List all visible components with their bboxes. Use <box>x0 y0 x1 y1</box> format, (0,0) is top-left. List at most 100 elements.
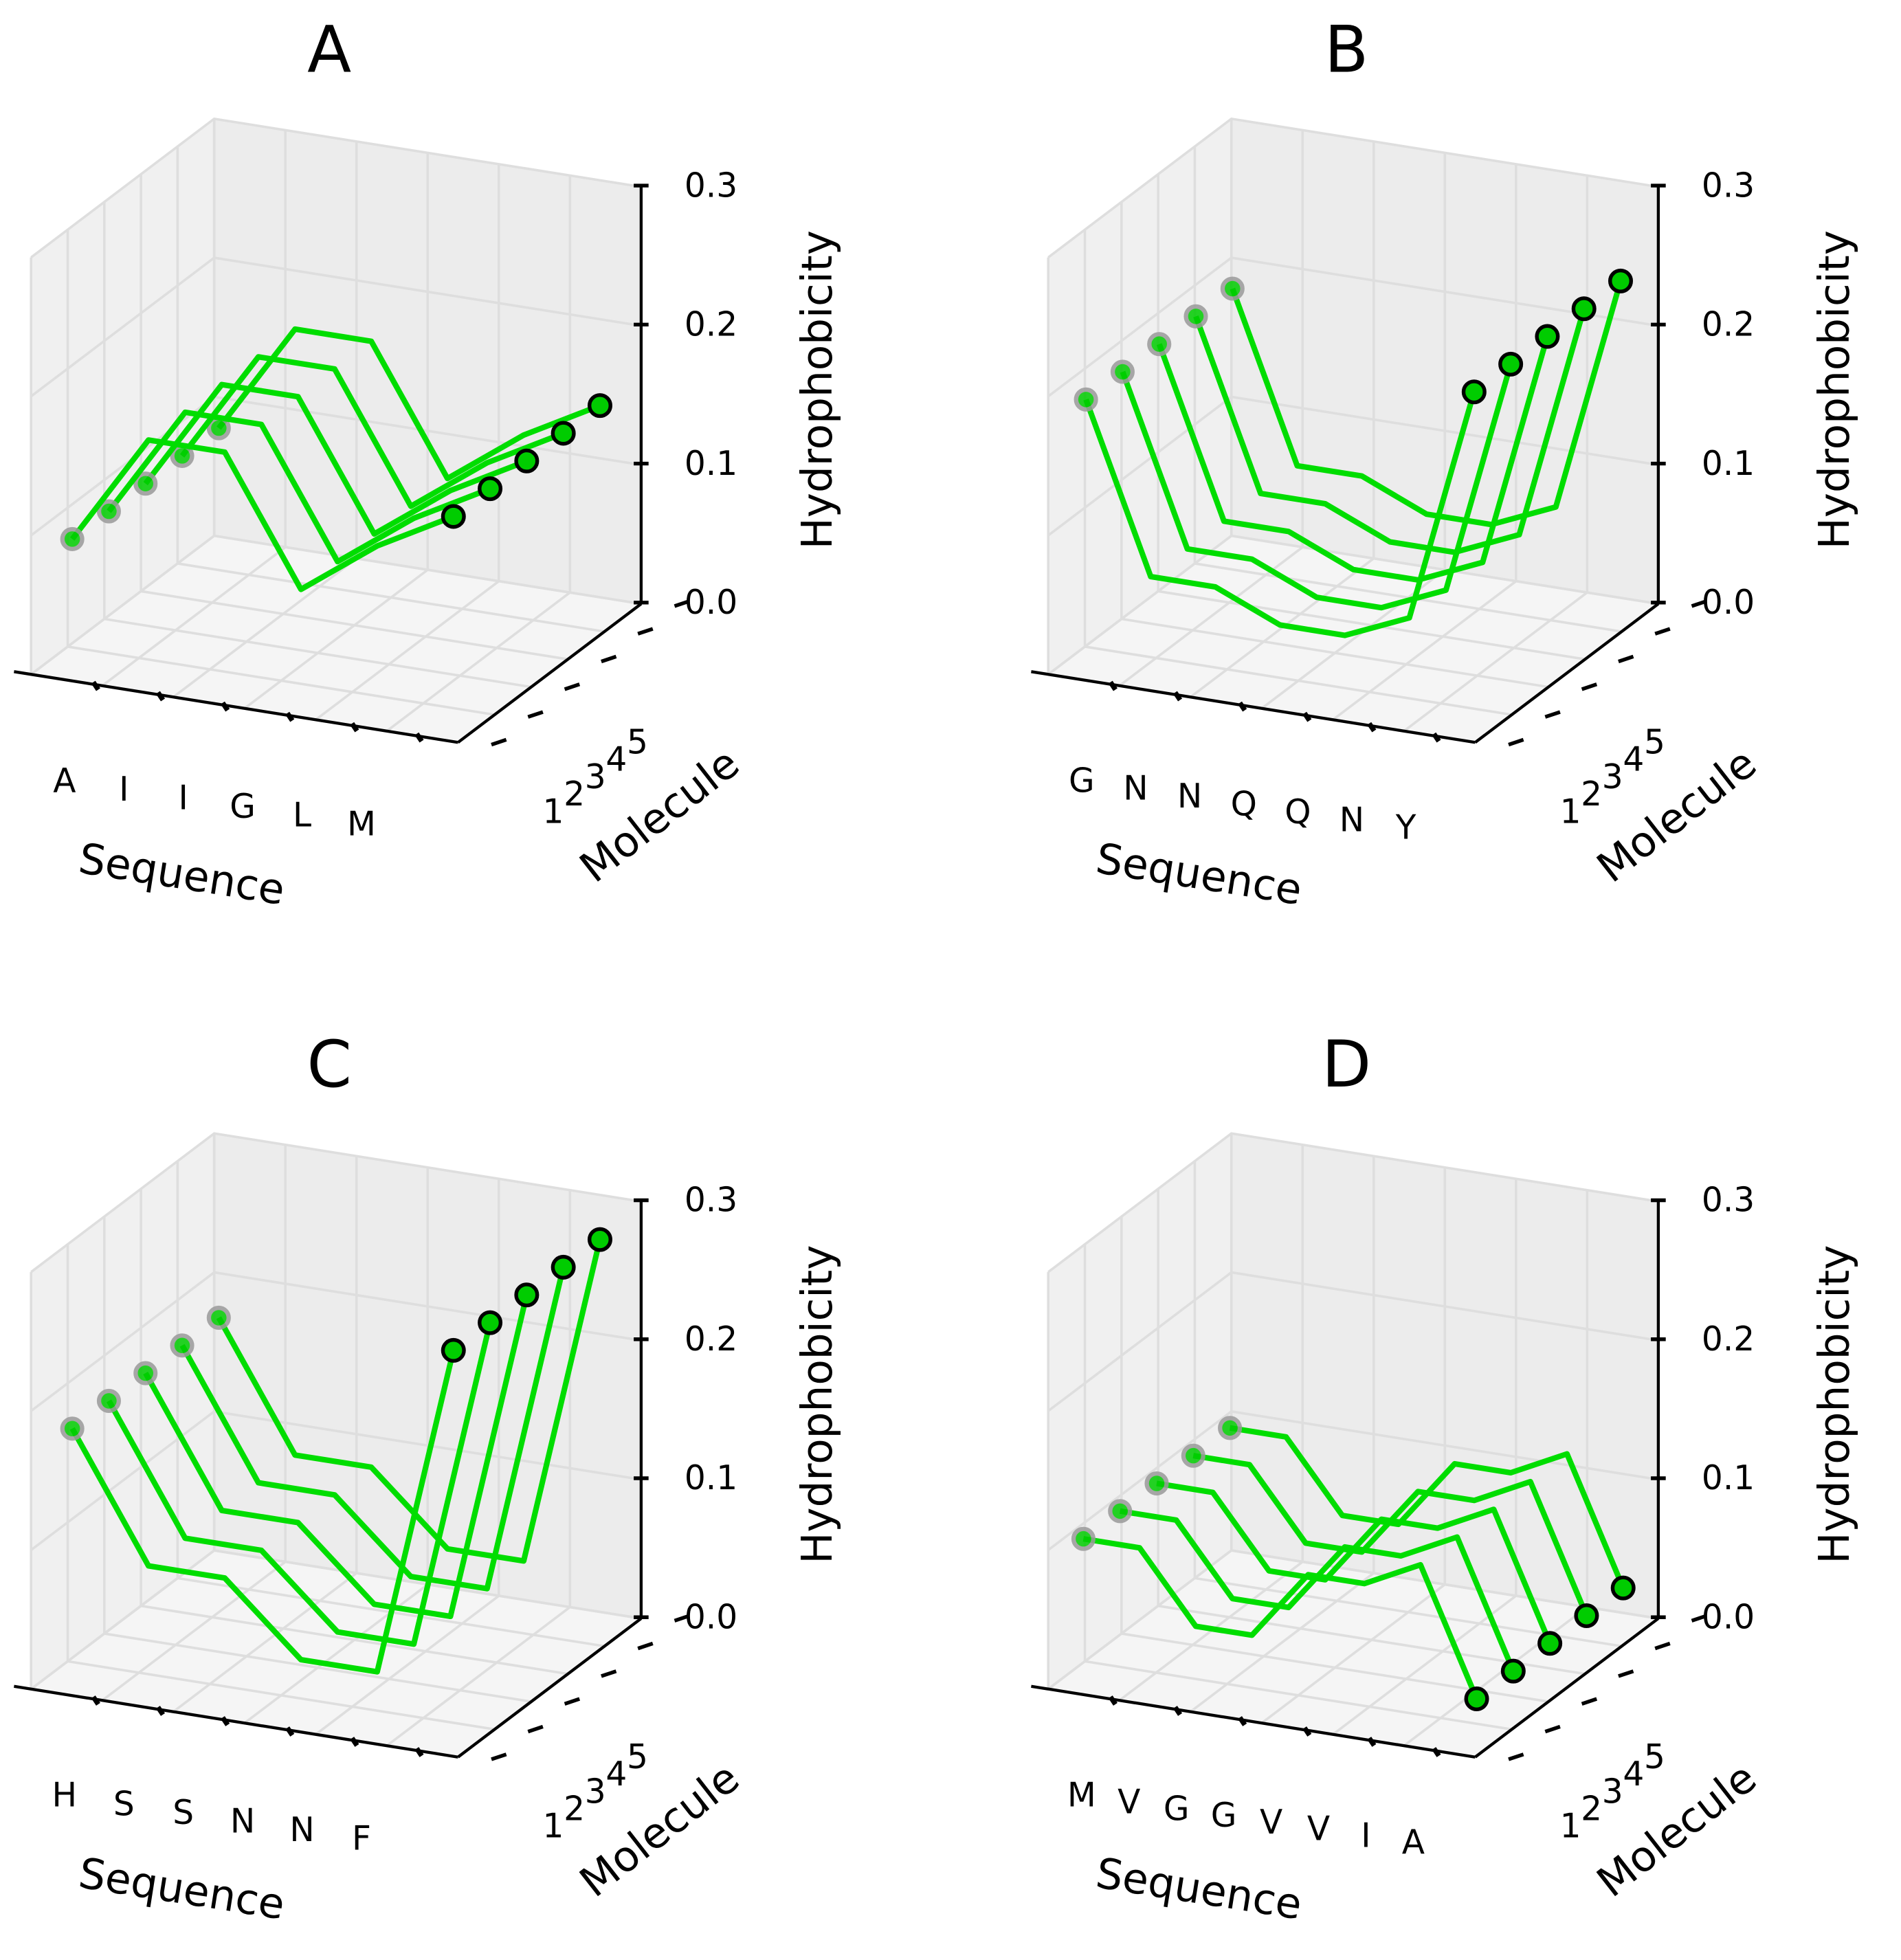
mol-tick <box>1618 1669 1634 1678</box>
start-marker-1 <box>1074 387 1098 412</box>
sequence-tick-label: S <box>113 1785 135 1823</box>
mol-tick <box>637 1641 654 1651</box>
start-marker-3 <box>1147 332 1172 357</box>
end-marker-2 <box>478 476 503 502</box>
series-line-5 <box>216 326 601 482</box>
start-marker-3 <box>133 1361 158 1385</box>
sequence-axis-label: Sequence <box>1093 834 1305 915</box>
panel-title: D <box>1322 1027 1371 1102</box>
sequence-tick-label: V <box>1260 1803 1282 1842</box>
end-marker-3 <box>514 1282 540 1308</box>
start-marker-2 <box>96 1388 121 1413</box>
end-marker-4 <box>1571 296 1597 322</box>
sequence-axis-label: Sequence <box>1093 1849 1305 1929</box>
molecule-tick-label: 2 <box>564 775 585 814</box>
series-line-1 <box>1083 391 1477 638</box>
start-marker-2 <box>1108 1499 1133 1524</box>
series-line-2 <box>107 409 491 565</box>
series-line-2 <box>106 1322 493 1647</box>
seq-tick <box>1237 1716 1247 1726</box>
mol-tick <box>601 1669 617 1678</box>
z-tick-label: 0.2 <box>685 306 737 344</box>
mol-tick <box>674 1614 690 1623</box>
grid-line-z <box>1047 117 1659 258</box>
seq-tick <box>155 691 166 702</box>
mol-tick <box>527 1724 544 1734</box>
series-line-4 <box>179 1266 566 1592</box>
end-marker-2 <box>478 1310 503 1335</box>
seq-tick <box>91 1695 100 1706</box>
grid-line-z <box>30 256 642 398</box>
sequence-axis <box>14 670 458 744</box>
grid-line-z <box>1047 1549 1659 1691</box>
left-pane <box>1048 1133 1232 1689</box>
start-marker-5 <box>206 1305 231 1330</box>
seq-tick <box>1237 701 1247 712</box>
sequence-tick-label: M <box>1067 1777 1096 1815</box>
start-marker-5 <box>1218 1416 1243 1440</box>
molecule-tick-label: 3 <box>585 758 606 797</box>
sequence-tick-label: Q <box>1285 793 1311 832</box>
molecule-tick-label: 5 <box>627 724 648 762</box>
sequence-tick-label: V <box>1307 1810 1330 1849</box>
z-tick-label: 0.0 <box>685 1598 737 1636</box>
hydrophobicity-axis-label: Hydrophobicity <box>1810 230 1859 549</box>
molecule-tick-label: 1 <box>1560 1807 1581 1846</box>
start-marker-5 <box>1220 276 1245 301</box>
mol-tick <box>1508 1752 1524 1761</box>
series-line-3 <box>143 381 528 537</box>
seq-tick <box>1432 732 1441 743</box>
mol-tick <box>1618 654 1634 664</box>
series-line-1 <box>1082 1536 1480 1700</box>
end-marker-5 <box>587 393 612 419</box>
end-marker-3 <box>1537 1631 1563 1656</box>
seq-tick <box>1367 1737 1377 1747</box>
z-tick-label: 0.2 <box>685 1320 737 1359</box>
mol-tick <box>1691 599 1707 608</box>
seq-tick <box>414 1747 424 1757</box>
molecule-tick-label: 5 <box>1644 1738 1665 1777</box>
seq-tick <box>155 1706 166 1716</box>
seq-tick <box>350 722 359 733</box>
seq-tick <box>1172 691 1183 702</box>
sequence-tick-label: N <box>1339 801 1364 839</box>
sequence-tick-label: I <box>179 779 188 818</box>
sequence-axis-label: Sequence <box>76 1849 288 1929</box>
molecule-tick-label: 3 <box>1602 1772 1623 1811</box>
grid-line-z <box>1047 534 1659 676</box>
mol-tick <box>674 599 690 608</box>
molecule-axis <box>1474 602 1660 744</box>
z-tick-label: 0.0 <box>685 583 737 622</box>
series-line-3 <box>1156 335 1550 583</box>
molecule-tick-label: 2 <box>1581 775 1602 814</box>
grid-line-z <box>1047 1271 1659 1412</box>
end-marker-3 <box>514 448 540 474</box>
end-marker-5 <box>1610 1575 1636 1601</box>
end-marker-4 <box>551 421 576 446</box>
sequence-tick-label: G <box>1164 1790 1190 1828</box>
molecule-tick-label: 5 <box>1644 724 1665 762</box>
grid-line-z <box>30 1549 642 1691</box>
sequence-tick-label: F <box>352 1820 371 1858</box>
panel-title: A <box>307 12 351 87</box>
hydrophobicity-axis-label: Hydrophobicity <box>793 1245 842 1563</box>
molecule-axis <box>1474 1617 1660 1759</box>
z-tick-label: 0.2 <box>1702 1320 1755 1359</box>
start-marker-4 <box>1183 304 1208 328</box>
sequence-tick-label: N <box>1123 770 1148 808</box>
end-marker-5 <box>587 1227 612 1252</box>
molecule-tick-label: 4 <box>1623 1755 1644 1794</box>
sequence-axis <box>14 1684 458 1759</box>
end-marker-1 <box>1464 1686 1489 1711</box>
molecule-tick-label: 1 <box>543 792 564 831</box>
sequence-tick-label: I <box>1361 1816 1370 1855</box>
panel-title: C <box>307 1027 351 1102</box>
molecule-tick-label: 1 <box>1560 792 1581 831</box>
end-marker-1 <box>441 1337 466 1363</box>
mol-tick <box>1654 627 1671 636</box>
grid-line-z <box>30 1410 642 1551</box>
left-pane <box>31 1133 214 1689</box>
molecule-tick-label: 3 <box>1602 758 1623 797</box>
